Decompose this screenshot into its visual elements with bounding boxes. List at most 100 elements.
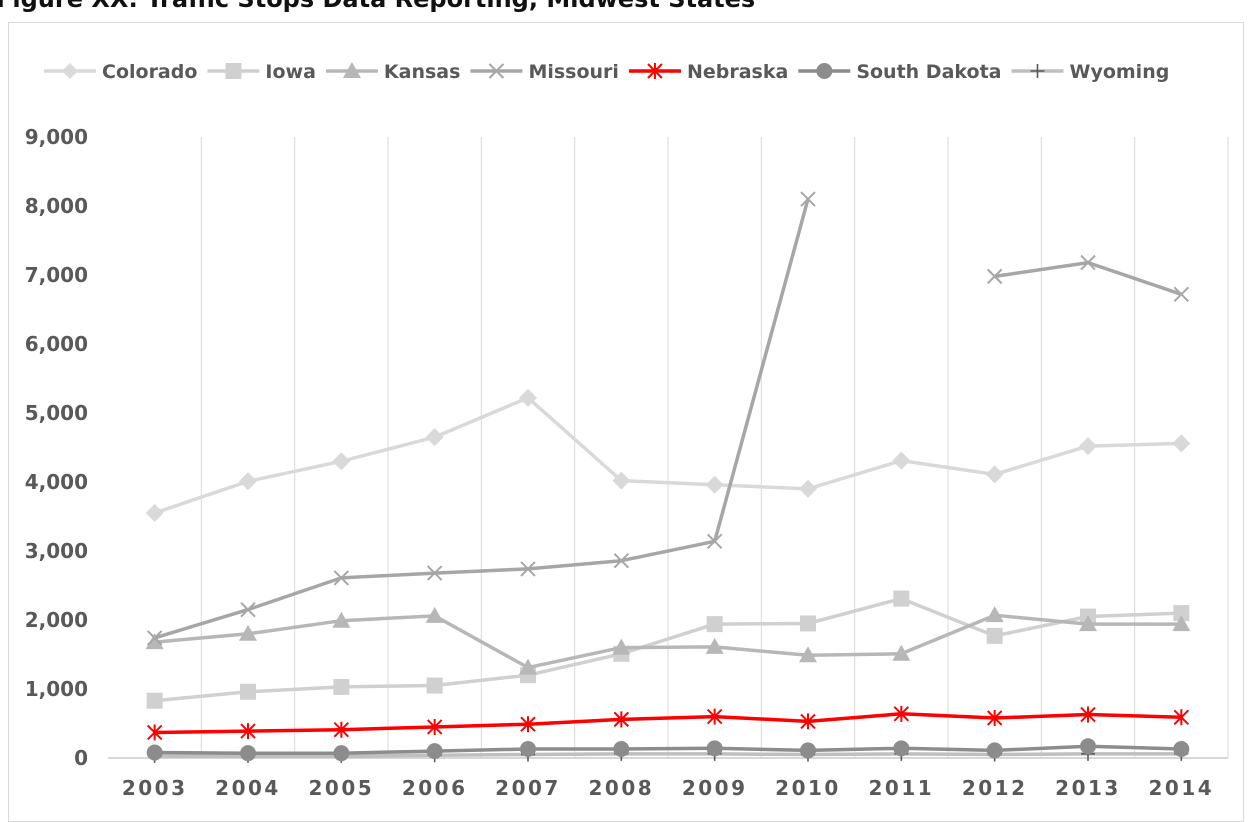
data-point [1173, 286, 1190, 303]
data-point [333, 678, 350, 695]
x-tick-label: 2004 [215, 776, 281, 800]
data-point [145, 504, 164, 523]
data-point [239, 472, 257, 491]
data-point [985, 465, 1004, 484]
data-point [799, 646, 817, 663]
series-line [154, 613, 1182, 670]
data-point [800, 615, 816, 632]
data-point [62, 63, 78, 79]
legend-label: Missouri [528, 61, 619, 83]
data-point [706, 740, 723, 757]
legend-label: Nebraska [687, 61, 788, 83]
data-point [239, 624, 257, 641]
y-tick-label: 3,000 [25, 539, 88, 563]
data-point [1079, 615, 1097, 632]
data-point [519, 658, 537, 675]
data-point [1080, 706, 1096, 723]
data-point [426, 677, 443, 694]
x-tick-label: 2005 [308, 776, 374, 800]
data-point [986, 627, 1003, 644]
legend-item-wyoming: Wyoming [1011, 61, 1169, 83]
data-point [426, 565, 443, 581]
x-tick-label: 2007 [495, 776, 561, 800]
data-point [1172, 615, 1191, 632]
legend-label: Wyoming [1069, 61, 1169, 83]
data-point [240, 723, 256, 740]
data-point [892, 451, 911, 470]
data-point [705, 475, 724, 494]
data-point [985, 606, 1004, 623]
series-colorado [145, 388, 1191, 523]
data-point [799, 479, 817, 498]
y-tick-label: 9,000 [25, 125, 88, 149]
page-title: Figure XX: Traffic Stops Data Reporting,… [0, 0, 1250, 14]
data-point [1079, 437, 1097, 456]
data-point [146, 724, 163, 741]
data-point [146, 692, 163, 709]
data-point [613, 741, 630, 758]
y-tick-label: 1,000 [25, 677, 88, 701]
data-point [706, 708, 723, 725]
data-point [1173, 741, 1190, 758]
data-point [426, 718, 443, 735]
x-tick-label: 2011 [868, 776, 934, 800]
data-point [986, 709, 1003, 726]
data-point [1080, 738, 1096, 755]
data-point [816, 63, 833, 79]
y-tick-label: 7,000 [25, 263, 88, 287]
series-layer [145, 191, 1191, 763]
data-point [425, 606, 444, 623]
data-point [986, 742, 1003, 759]
legend-item-south-dakota: South Dakota [798, 61, 1001, 83]
x-tick-label: 2014 [1148, 776, 1214, 800]
data-point [519, 388, 537, 407]
legend-item-missouri: Missouri [470, 61, 619, 83]
gridlines [108, 137, 1229, 759]
x-tick-label: 2012 [962, 776, 1028, 800]
data-point [333, 570, 350, 586]
x-tick-label: 2008 [588, 776, 654, 800]
data-point [893, 705, 910, 722]
data-point [800, 713, 816, 730]
x-tick-label: 2006 [402, 776, 468, 800]
legend-label: South Dakota [856, 61, 1001, 83]
data-point [612, 471, 631, 490]
legend-item-colorado: Colorado [44, 61, 197, 83]
data-point [893, 590, 910, 607]
data-point [705, 637, 724, 654]
y-axis: 0 1,000 2,000 3,000 4,000 5,000 6,000 7,000 8,00… [25, 125, 88, 770]
data-point [986, 268, 1003, 285]
data-point [240, 745, 256, 762]
data-point [145, 633, 164, 650]
x-tick-label: 2013 [1055, 776, 1121, 800]
series-line [154, 744, 1182, 755]
legend-label: Colorado [102, 61, 197, 83]
y-tick-label: 6,000 [25, 332, 88, 356]
y-tick-label: 2,000 [25, 608, 88, 632]
legend-item-iowa: Iowa [207, 61, 316, 83]
x-tick-label: 2010 [775, 776, 841, 800]
data-point [332, 452, 351, 471]
data-point [706, 616, 723, 633]
series-south-dakota [146, 738, 1190, 762]
data-point [1030, 64, 1045, 78]
data-point [520, 716, 536, 733]
data-point [488, 63, 505, 79]
data-point [1173, 709, 1190, 726]
x-axis: 2003 2004 2005 2006 2007 2008 2009 2010 2011 2012… [122, 776, 1214, 800]
series-kansas [145, 606, 1191, 675]
data-point [146, 630, 163, 646]
data-point [706, 533, 723, 550]
data-point [520, 561, 536, 577]
data-point [425, 428, 444, 447]
legend-item-nebraska: Nebraska [628, 61, 788, 83]
data-point [613, 711, 630, 728]
series-line [154, 396, 1182, 515]
data-point [426, 743, 443, 760]
data-point [800, 191, 816, 207]
data-point [240, 601, 256, 618]
legend: Colorado Iowa Kansas Missouri Nebraska South … [44, 61, 1169, 83]
data-point [333, 745, 350, 762]
series-line [154, 712, 1182, 735]
data-point [1172, 434, 1191, 453]
